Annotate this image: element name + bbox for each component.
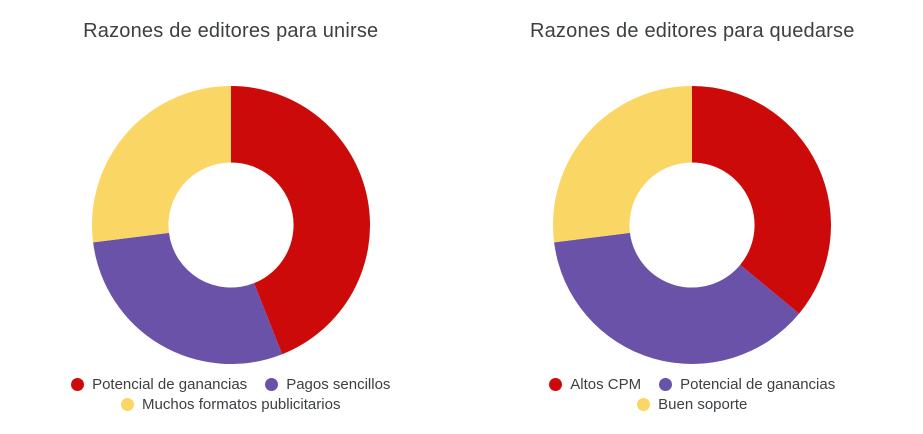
legend-item-buen-soporte[interactable]: Buen soporte (637, 396, 747, 413)
legend-swatch-red-icon (71, 378, 85, 391)
legend-swatch-purple-icon (265, 378, 279, 391)
legend-unirse: Potencial de ganancias Pagos sencillos M… (16, 376, 446, 413)
legend-label: Muchos formatos publicitarios (142, 396, 341, 413)
legend-swatch-red-icon (549, 378, 563, 391)
legend-item-potencial-de-ganancias[interactable]: Potencial de ganancias (71, 376, 247, 393)
donut-segment-pagos-sencillos[interactable] (92, 232, 282, 364)
legend-quedarse: Altos CPM Potencial de ganancias Buen so… (477, 376, 907, 413)
legend-item-muchos-formatos-publicitarios[interactable]: Muchos formatos publicitarios (121, 396, 340, 413)
legend-item-potencial-de-ganancias[interactable]: Potencial de ganancias (659, 376, 835, 393)
donut-segment-potencial-de-ganancias[interactable] (554, 232, 800, 364)
legend-item-altos-cpm[interactable]: Altos CPM (549, 376, 641, 393)
legend-label: Altos CPM (570, 376, 642, 393)
chart-column-unirse: Razones de editores para unirse Potencia… (16, 20, 446, 413)
legend-swatch-purple-icon (659, 378, 673, 391)
legend-label: Buen soporte (658, 396, 748, 413)
chart-column-quedarse: Razones de editores para quedarse Altos … (462, 0, 923, 434)
legend-item-pagos-sencillos[interactable]: Pagos sencillos (265, 376, 390, 393)
donut-segment-muchos-formatos-publicitarios[interactable] (91, 86, 231, 243)
donut-segment-buen-soporte[interactable] (553, 86, 693, 243)
chart-title-unirse: Razones de editores para unirse (83, 20, 379, 42)
donut-chart-unirse (91, 86, 370, 364)
legend-swatch-yellow-icon (637, 398, 651, 411)
donut-segment-potencial-de-ganancias[interactable] (230, 86, 370, 355)
legend-label: Potencial de ganancias (680, 376, 836, 393)
donut-segment-altos-cpm[interactable] (692, 86, 832, 314)
chart-title-quedarse: Razones de editores para quedarse (529, 20, 855, 42)
legend-swatch-yellow-icon (121, 398, 135, 411)
donut-chart-quedarse (553, 86, 832, 364)
legend-label: Potencial de ganancias (92, 376, 248, 393)
legend-label: Pagos sencillos (286, 376, 391, 393)
